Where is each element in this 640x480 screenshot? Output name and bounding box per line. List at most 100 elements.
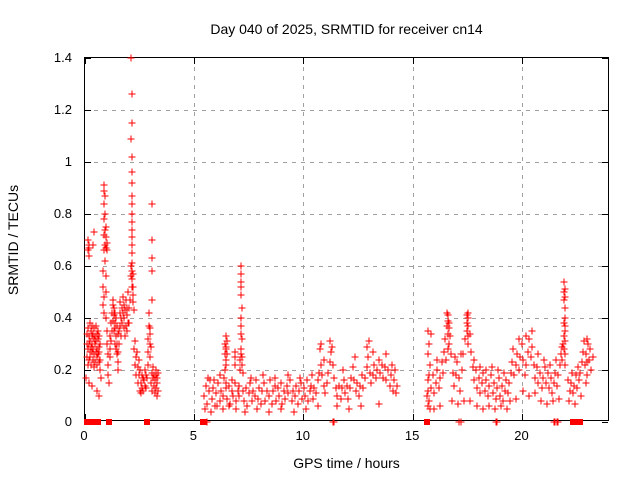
data-point-marker — [152, 371, 160, 379]
data-point-marker — [351, 353, 359, 361]
y-tick-label: 1 — [64, 154, 72, 169]
data-point-marker — [466, 330, 474, 338]
data-point-marker — [111, 324, 119, 332]
data-point-marker — [284, 371, 292, 379]
data-point-marker — [365, 337, 373, 345]
data-point-marker — [435, 384, 443, 392]
data-point-marker — [106, 332, 114, 340]
data-point-marker — [317, 361, 325, 369]
data-point-marker — [554, 418, 562, 426]
data-point-marker — [235, 382, 243, 390]
data-point-marker — [277, 405, 285, 413]
data-point-marker — [110, 311, 118, 319]
data-point-marker — [90, 335, 98, 343]
data-point-marker — [451, 353, 459, 361]
data-point-marker — [84, 246, 92, 254]
data-point-marker — [438, 358, 446, 366]
data-point-marker — [539, 374, 547, 382]
data-point-marker — [326, 358, 334, 366]
data-point-marker — [243, 402, 251, 410]
data-point-marker — [442, 356, 450, 364]
x-tick-label: 0 — [80, 428, 88, 443]
zero-value-marker — [570, 419, 577, 425]
data-point-marker — [90, 350, 98, 358]
data-point-marker — [119, 309, 127, 317]
data-point-marker — [582, 379, 589, 387]
data-point-marker — [93, 330, 101, 338]
data-point-marker — [587, 366, 595, 374]
x-tick-mark — [412, 58, 414, 64]
data-point-marker — [228, 387, 236, 395]
data-point-marker — [203, 418, 211, 426]
y-tick-mark — [85, 369, 91, 371]
data-point-marker — [376, 369, 384, 377]
x-tick-label: 15 — [404, 428, 420, 443]
data-point-marker — [306, 387, 314, 395]
data-point-marker — [91, 358, 99, 366]
data-point-marker — [321, 389, 329, 397]
data-point-marker — [240, 397, 248, 405]
data-point-marker — [121, 332, 129, 340]
data-point-marker — [364, 353, 372, 361]
data-point-marker — [565, 397, 573, 405]
data-point-marker — [525, 392, 533, 400]
data-point-marker — [472, 366, 480, 374]
data-point-marker — [138, 371, 146, 379]
data-point-marker — [463, 319, 470, 327]
data-point-marker — [495, 374, 503, 382]
data-point-marker — [550, 379, 558, 387]
data-point-marker — [484, 392, 492, 400]
data-point-marker — [490, 379, 498, 387]
data-point-marker — [148, 236, 156, 244]
y-axis-label: SRMTID / TECUs — [5, 184, 21, 296]
data-point-marker — [297, 379, 305, 387]
data-point-marker — [473, 402, 481, 410]
data-point-marker — [494, 366, 502, 374]
data-point-marker — [353, 379, 361, 387]
y-tick-label: 0.4 — [53, 310, 72, 325]
data-point-marker — [90, 324, 98, 332]
zero-value-marker — [91, 419, 98, 425]
data-point-marker — [320, 356, 328, 364]
data-point-marker — [541, 363, 549, 371]
data-point-marker — [125, 304, 133, 312]
data-point-marker — [223, 350, 231, 358]
data-point-marker — [229, 392, 237, 400]
data-point-marker — [540, 356, 548, 364]
data-point-marker — [246, 379, 254, 387]
data-point-marker — [109, 317, 117, 325]
data-point-marker — [97, 374, 105, 382]
data-point-marker — [560, 288, 568, 296]
data-point-marker — [126, 296, 134, 304]
data-point-marker — [237, 350, 245, 358]
data-point-marker — [294, 400, 302, 408]
x-tick-mark — [84, 58, 86, 64]
data-point-marker — [107, 337, 115, 345]
data-point-marker — [239, 387, 246, 395]
data-point-marker — [100, 215, 108, 223]
data-point-marker — [152, 384, 160, 392]
data-point-marker — [300, 384, 308, 392]
data-point-marker — [566, 387, 574, 395]
data-point-marker — [93, 361, 101, 369]
data-point-marker — [238, 361, 246, 369]
data-point-marker — [128, 267, 136, 275]
data-point-marker — [96, 340, 104, 348]
x-axis-label: GPS time / hours — [293, 455, 400, 471]
data-point-marker — [328, 343, 336, 351]
data-point-marker — [281, 395, 289, 403]
data-point-marker — [114, 330, 122, 338]
data-point-marker — [129, 298, 137, 306]
data-point-marker — [105, 379, 113, 387]
data-point-marker — [388, 361, 396, 369]
data-point-marker — [449, 369, 457, 377]
data-point-marker — [444, 330, 452, 338]
data-point-marker — [333, 392, 341, 400]
data-point-marker — [91, 332, 99, 340]
data-point-marker — [455, 374, 463, 382]
data-point-marker — [463, 311, 471, 319]
data-point-marker — [487, 371, 495, 379]
data-point-marker — [265, 408, 273, 416]
data-point-marker — [86, 337, 94, 345]
data-point-marker — [128, 210, 136, 218]
